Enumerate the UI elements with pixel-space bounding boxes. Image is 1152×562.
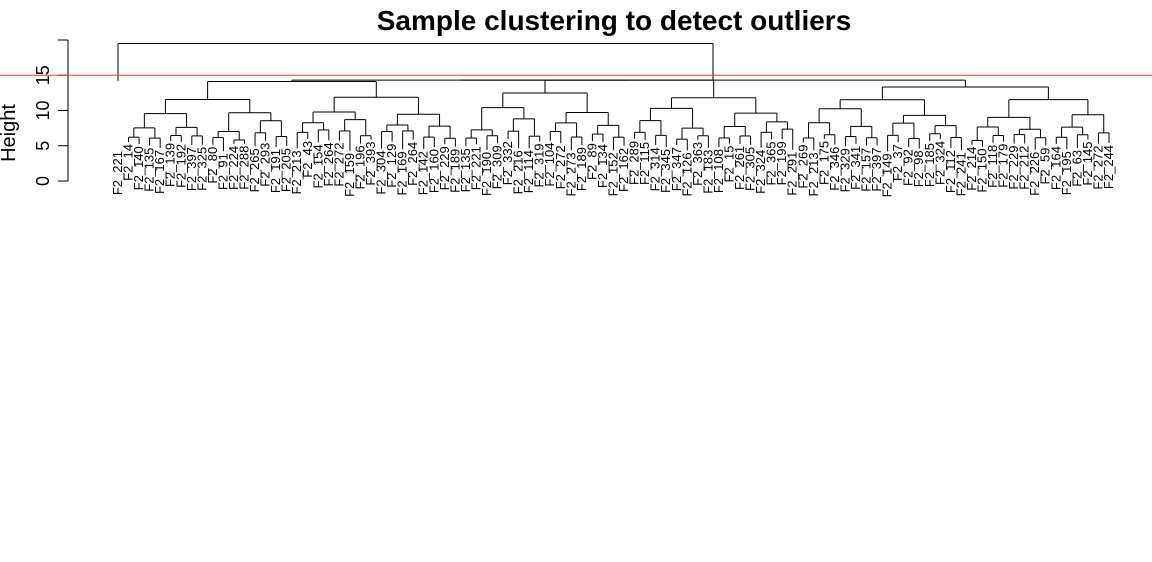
y-axis-label: Height xyxy=(0,104,20,162)
leaf-label: F2_244 xyxy=(1101,145,1116,189)
y-tick-label: 5 xyxy=(33,141,53,151)
dendrogram-tree xyxy=(118,44,1109,152)
chart-title: Sample clustering to detect outliers xyxy=(377,5,852,36)
y-tick-label: 0 xyxy=(33,176,53,186)
y-tick-label: 10 xyxy=(33,100,53,120)
